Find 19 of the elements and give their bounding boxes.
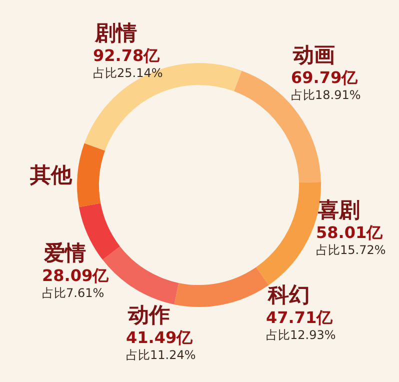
data-label: 占比11.24% [126, 348, 196, 362]
text: 69.79亿 [291, 68, 359, 87]
data-label: 占比25.14% [93, 66, 163, 80]
data-label: 占比15.72% [316, 243, 386, 257]
slice-label: 动画 [292, 43, 335, 67]
data-label: 占比18.91% [291, 88, 361, 102]
text: 28.09亿 [42, 266, 110, 285]
data-label: 占比7.61% [42, 286, 104, 300]
slice-label: 喜剧 [317, 198, 360, 222]
data-label: 占比12.93% [266, 328, 336, 342]
slice-label: 爱情 [43, 241, 86, 265]
text: 47.71亿 [266, 308, 334, 327]
text: 92.78亿 [93, 46, 161, 65]
slice-label: 其他 [29, 163, 73, 187]
slice-label: 科幻 [267, 283, 310, 307]
slice-label: 动作 [127, 303, 170, 327]
slice-label: 剧情 [94, 21, 137, 45]
text: 58.01亿 [316, 223, 384, 242]
text: 41.49亿 [126, 328, 194, 347]
